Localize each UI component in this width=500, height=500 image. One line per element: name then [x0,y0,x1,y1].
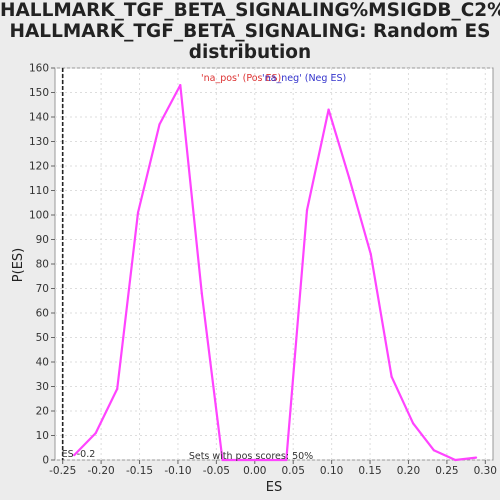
chart-title-line-3: distribution [188,42,312,63]
y-tick-label: 30 [36,381,49,393]
x-tick-label: -0.10 [164,465,191,477]
grid [55,67,493,461]
data-point [327,108,330,111]
data-point [158,123,161,126]
data-point [116,387,119,391]
y-tick-label: 20 [36,406,49,418]
y-tick-label: 80 [36,259,49,271]
y-tick-label: 50 [36,332,49,344]
y-tick-label: 40 [36,357,49,369]
y-tick-label: 160 [29,63,49,75]
data-point [305,209,309,212]
x-tick-label: 0.25 [435,465,458,477]
data-point [474,456,478,459]
y-tick-label: 130 [29,136,49,148]
x-tick-label: 0.05 [282,465,305,477]
y-tick-label: 110 [29,185,49,197]
x-tick-label: 0.20 [397,465,420,477]
x-tick-label: 0.30 [474,465,497,477]
x-tick-label: -0.25 [49,465,76,477]
data-point [369,253,372,256]
x-axis: -0.25 -0.20 -0.15 -0.10 -0.05 0.00 0.05 0.10 0.1… [49,460,497,477]
x-tick-label: -0.20 [88,465,115,477]
x-tick-label: -0.15 [126,465,153,477]
y-tick-label: 150 [29,87,49,99]
y-axis-label: P(ES) [11,248,26,282]
data-point [179,84,182,87]
data-point [390,375,393,378]
data-point [136,211,140,214]
x-tick-label: 0.15 [358,465,381,477]
chart-title: HALLMARK_TGF_BETA_SIGNALING%MSIGDB_C2% H… [0,0,500,63]
data-point [285,458,288,462]
y-tick-label: 140 [29,112,49,124]
es-marker-label: ES -0.2 [62,449,96,460]
y-tick-label: 100 [29,210,49,222]
series-layer [73,83,478,462]
data-point [348,177,351,180]
x-axis-label: ES [266,480,282,495]
x-tick-label: -0.05 [203,465,230,477]
overlay-layer: ES -0.2 'na_pos' (Pos ES)'na_neg' (Neg ES… [62,68,346,462]
data-point [73,454,76,457]
y-tick-label: 90 [36,234,49,246]
legend-pos-label: 'na_pos' (Pos ES) [201,73,281,84]
data-point [200,292,203,295]
data-point [432,449,435,452]
pos-scores-annotation: Sets with pos scores: 50% [189,451,313,462]
y-tick-label: 120 [29,161,49,173]
chart-title-line-1: HALLMARK_TGF_BETA_SIGNALING%MSIGDB_C2% [0,0,500,21]
data-point [454,458,457,462]
y-tick-label: 0 [42,455,49,467]
y-tick-label: 60 [36,308,49,320]
y-axis: 0 10 20 30 40 50 60 70 80 90 100 110 120 130 140 150 160 [29,63,55,467]
data-point [411,422,415,425]
es-distribution-line [73,83,477,462]
data-point [221,458,224,462]
y-tick-label: 70 [36,283,49,295]
legend-neg-label: 'na_neg' (Neg ES) [262,73,346,84]
x-tick-label: 0.10 [320,465,343,477]
chart-title-line-2: HALLMARK_TGF_BETA_SIGNALING: Random ES [9,21,491,42]
x-tick-label: 0.00 [243,465,266,477]
data-point [94,431,97,435]
y-tick-label: 10 [36,430,49,442]
